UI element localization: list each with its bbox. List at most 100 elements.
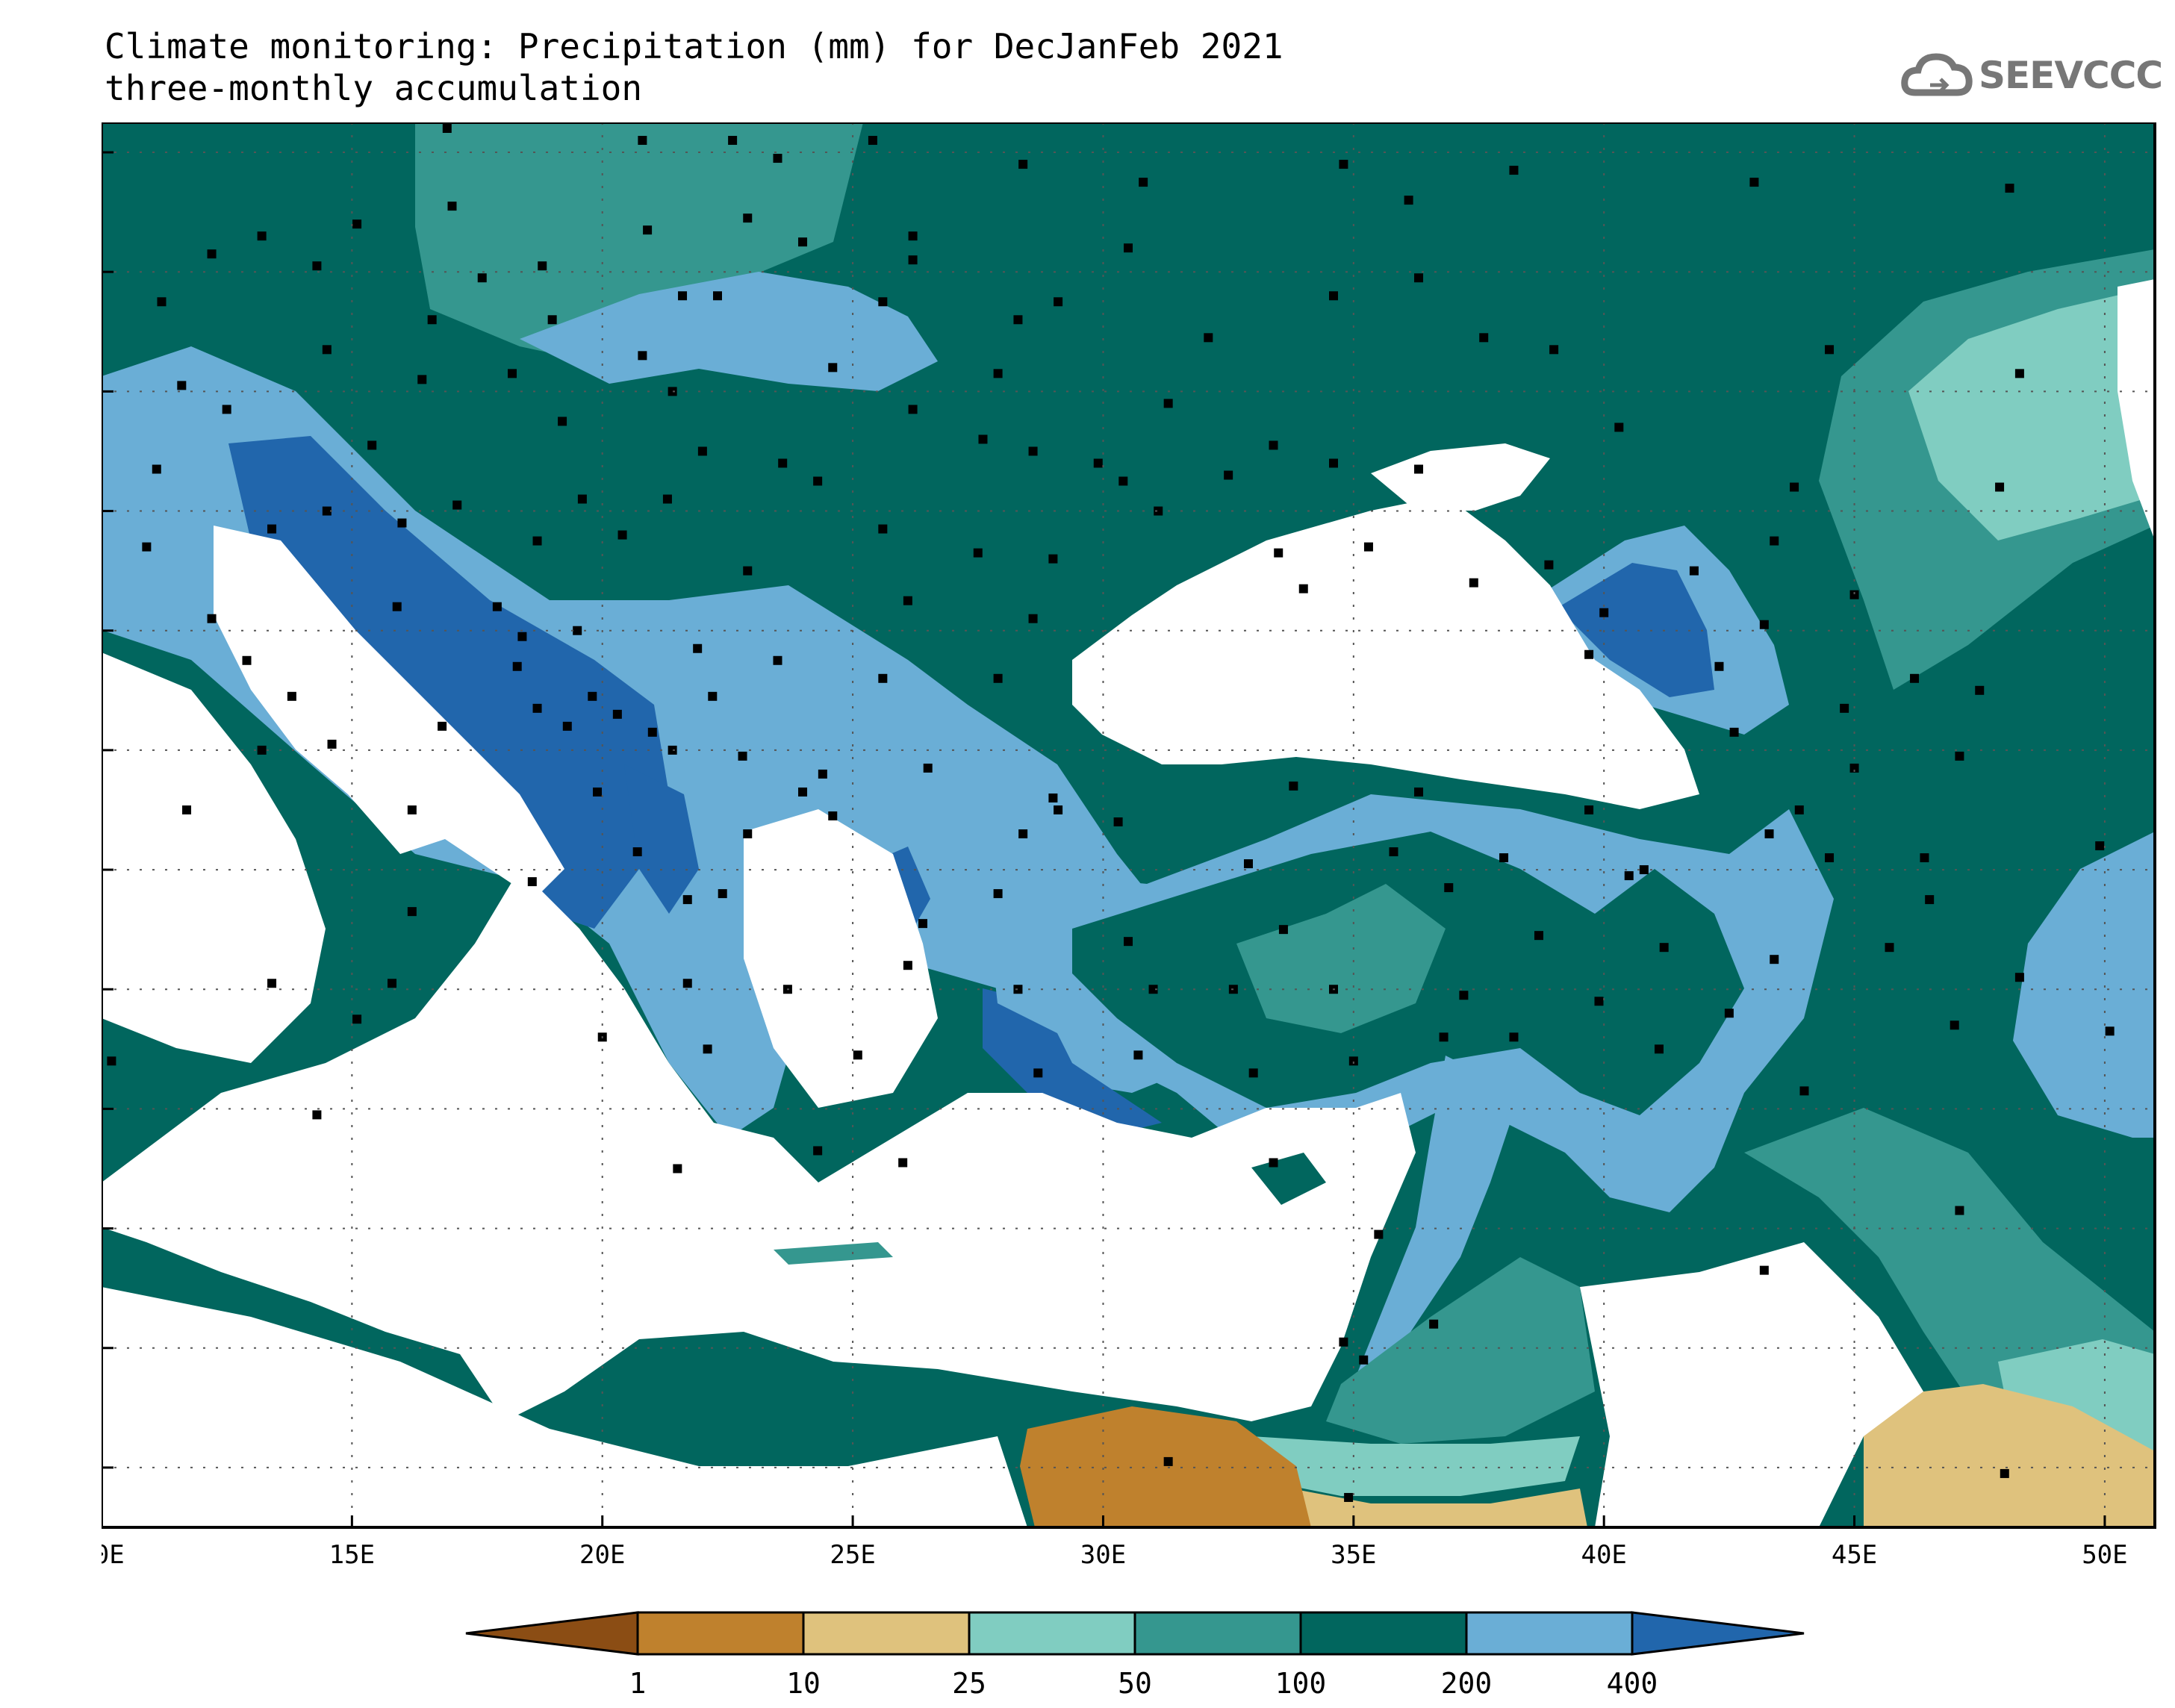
lon-tick-label: 40E (1581, 1540, 1626, 1570)
station-marker (1389, 847, 1398, 857)
station-marker (1759, 620, 1769, 629)
station-marker (903, 961, 912, 970)
station-marker (1374, 1229, 1384, 1239)
station-marker (682, 979, 692, 988)
station-marker (1339, 1337, 1348, 1347)
station-marker (562, 721, 572, 731)
station-marker (142, 542, 152, 552)
station-marker (713, 291, 722, 301)
station-marker (1243, 859, 1253, 869)
station-marker (978, 434, 988, 444)
station-marker (1995, 482, 2005, 492)
station-marker (1124, 937, 1133, 947)
station-marker (107, 1056, 116, 1066)
station-marker (878, 297, 888, 307)
station-marker (222, 405, 231, 414)
station-marker (1133, 1050, 1143, 1060)
station-marker (1770, 955, 1779, 964)
station-marker (612, 709, 622, 719)
station-marker (632, 847, 642, 857)
station-marker (1048, 793, 1058, 802)
station-marker (668, 745, 677, 755)
station-marker (708, 691, 718, 701)
station-marker (1124, 243, 1133, 253)
station-marker (1764, 829, 1774, 839)
station-marker (207, 614, 217, 623)
field-above-400-adriatic (228, 436, 669, 929)
station-marker (1534, 931, 1543, 941)
station-marker (1594, 997, 1604, 1006)
field-1-10-egypt (1020, 1406, 1311, 1527)
station-marker (1163, 1456, 1173, 1466)
station-marker (267, 524, 277, 534)
station-marker (1840, 703, 1849, 713)
field-50-100-turkey (1236, 884, 1446, 1033)
lon-tick-label: 30E (1080, 1540, 1126, 1570)
station-marker (1348, 1056, 1358, 1066)
colorbar-arrow-high (1631, 1611, 1805, 1656)
station-marker (918, 919, 927, 929)
map-fields (102, 122, 2155, 1527)
station-marker (1509, 1032, 1519, 1042)
station-marker (1269, 440, 1278, 450)
station-marker (908, 255, 918, 265)
nodata-north-africa (102, 1287, 1027, 1527)
colorbar-segment (1299, 1611, 1468, 1656)
field-200-400-caspian (2013, 832, 2155, 1138)
station-marker (547, 315, 557, 325)
station-marker (267, 979, 277, 988)
station-marker (1584, 649, 1594, 659)
sea-azov (1371, 443, 1550, 511)
station-marker (152, 464, 161, 474)
station-marker (1414, 787, 1424, 797)
station-marker (257, 745, 267, 755)
station-marker (1118, 476, 1128, 486)
sea-aegean (744, 809, 938, 1108)
station-marker (1925, 895, 1935, 905)
station-marker (1113, 817, 1123, 826)
station-marker (352, 219, 362, 229)
station-marker (242, 655, 252, 665)
station-marker (1329, 291, 1338, 301)
station-marker (908, 405, 918, 414)
station-marker (1439, 1032, 1449, 1042)
station-marker (703, 1044, 712, 1054)
station-marker (1479, 333, 1489, 343)
field-200-400-levant (1356, 1056, 1520, 1377)
station-marker (1298, 584, 1308, 593)
station-marker (1770, 536, 1779, 546)
field-above-400-greece (624, 764, 699, 914)
cloud-icon (1901, 53, 1973, 96)
station-marker (743, 829, 753, 839)
station-marker (1018, 160, 1028, 169)
axis-ticks (102, 151, 2106, 1527)
station-marker (2005, 184, 2014, 193)
station-marker (312, 261, 322, 271)
station-marker (427, 315, 437, 325)
station-marker (1499, 853, 1509, 863)
field-50-100-levant (1326, 1257, 1595, 1444)
station-marker (678, 291, 688, 301)
station-marker (1885, 943, 1894, 953)
station-marker (1269, 1158, 1278, 1168)
station-marker (1689, 566, 1699, 576)
station-marker (1414, 464, 1424, 474)
chart-title-line1: Climate monitoring: Precipitation (mm) f… (105, 26, 1283, 66)
station-marker (1950, 1020, 1959, 1030)
station-marker (973, 548, 983, 558)
station-marker (1659, 943, 1669, 953)
station-marker (532, 703, 542, 713)
station-marker (508, 369, 517, 378)
station-marker (1329, 458, 1338, 468)
station-marker (1018, 829, 1028, 839)
station-marker (1624, 871, 1634, 881)
field-above-400-sw-turkey (983, 988, 1162, 1138)
station-marker (1404, 196, 1413, 205)
station-marker (512, 661, 522, 671)
nodata-crete (774, 1242, 893, 1265)
station-marker (1359, 1355, 1369, 1365)
field-10-25-gulf (1864, 1384, 2155, 1527)
station-marker (617, 530, 627, 540)
station-marker (673, 1164, 682, 1174)
sea-tyrrhenian (102, 652, 326, 1063)
